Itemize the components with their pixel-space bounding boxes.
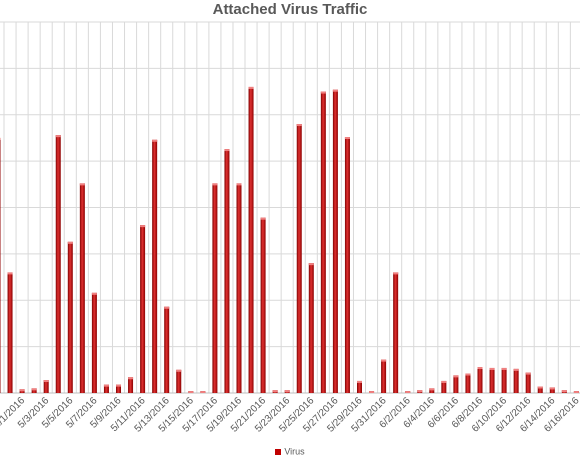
bar-5/13/2016 <box>164 306 170 393</box>
bar-6/8/2016 <box>477 367 483 393</box>
bar-5/27/2016 <box>332 89 338 394</box>
bar-cap <box>103 384 109 387</box>
bar-5/29/2016 <box>357 380 362 393</box>
bar-5/4/2016 <box>55 135 61 393</box>
bar-cap <box>573 391 579 393</box>
bar-6/6/2016 <box>453 375 459 393</box>
bar-5/14/2016 <box>176 369 182 393</box>
bar-cap <box>465 373 471 376</box>
bar-cap <box>429 388 435 391</box>
bar-6/11/2016 <box>513 368 519 393</box>
bar-5/11/2016 <box>140 225 146 393</box>
bar-cap <box>284 390 290 393</box>
bar-cap <box>381 359 387 362</box>
bar-cap <box>67 241 73 244</box>
bar-5/19/2016 <box>236 183 242 393</box>
bar-6/14/2016 <box>549 387 555 393</box>
bar-6/1/2016 <box>393 272 399 393</box>
bar-6/12/2016 <box>525 372 531 393</box>
bar-5/25/2016 <box>308 263 314 393</box>
bar-cap <box>513 368 519 371</box>
bar-5/17/2016 <box>212 183 218 393</box>
bar-5/21/2016 <box>260 217 266 393</box>
bar-cap <box>332 89 338 92</box>
bar-6/5/2016 <box>441 380 447 393</box>
bar-cap <box>176 369 182 372</box>
bar-cap <box>453 375 459 378</box>
bar-5/31/2016 <box>381 359 387 393</box>
bar-cap <box>260 217 266 220</box>
bar-cap <box>164 306 170 309</box>
bar-cap <box>393 272 399 275</box>
bar-cap <box>561 390 567 393</box>
bar-5/26/2016 <box>320 91 326 393</box>
bar-cap <box>116 384 121 387</box>
bar-5/28/2016 <box>344 137 350 393</box>
chart-title: Attached Virus Traffic <box>212 1 368 18</box>
bar-cap <box>236 183 242 186</box>
legend-label-virus: Virus <box>284 446 305 457</box>
bar-cap <box>537 386 543 389</box>
bar-5/5/2016 <box>67 241 73 393</box>
bar-cap <box>224 149 230 152</box>
bar-5/12/2016 <box>152 139 158 393</box>
bar-cap <box>188 391 194 393</box>
bar-cap <box>152 139 158 142</box>
bar-cap <box>501 367 507 370</box>
bar-5/2/2016 <box>31 388 37 393</box>
bar-cap <box>128 377 134 380</box>
bar-cap <box>477 367 483 370</box>
bar-5/8/2016 <box>103 384 109 393</box>
bar-6/7/2016 <box>465 373 471 393</box>
bar-6/9/2016 <box>489 367 495 393</box>
bar-6/13/2016 <box>537 386 543 393</box>
bar-cap <box>7 272 13 275</box>
bar-4/30/2016 <box>7 272 13 393</box>
bar-cap <box>212 183 218 186</box>
bar-cap <box>549 387 555 390</box>
bar-cap <box>525 372 531 375</box>
bar-cap <box>31 388 37 391</box>
bar-cap <box>272 390 278 393</box>
bar-cap <box>308 263 314 266</box>
bar-cap <box>200 391 206 393</box>
bar-5/9/2016 <box>116 384 121 393</box>
bar-cap <box>320 91 326 94</box>
bar-5/6/2016 <box>79 183 85 393</box>
bar-cap <box>417 390 423 393</box>
bar-cap <box>344 137 350 140</box>
bar-cap <box>357 380 362 383</box>
bar-cap <box>140 225 146 228</box>
bar-5/24/2016 <box>296 124 302 394</box>
bar-cap <box>441 380 447 383</box>
legend-swatch-virus <box>275 448 282 455</box>
bar-5/20/2016 <box>248 86 254 394</box>
bar-cap <box>0 137 1 140</box>
bar-cap <box>43 380 49 383</box>
bar-cap <box>248 86 254 89</box>
bar-cap <box>405 391 411 393</box>
bar-cap <box>79 183 85 186</box>
bar-cap <box>55 135 61 138</box>
legend: Virus <box>0 446 580 457</box>
bar-cap <box>489 367 495 370</box>
bar-5/7/2016 <box>91 292 97 393</box>
bar-cap <box>19 389 25 392</box>
bar-cap <box>296 124 302 127</box>
bar-cap <box>91 292 97 295</box>
bar-5/10/2016 <box>128 377 134 393</box>
bar-6/4/2016 <box>429 388 435 393</box>
bar-4/29/2016 <box>0 137 1 393</box>
bar-5/18/2016 <box>224 149 230 393</box>
bar-cap <box>369 391 375 393</box>
bar-5/3/2016 <box>43 380 49 393</box>
bar-6/10/2016 <box>501 367 507 393</box>
